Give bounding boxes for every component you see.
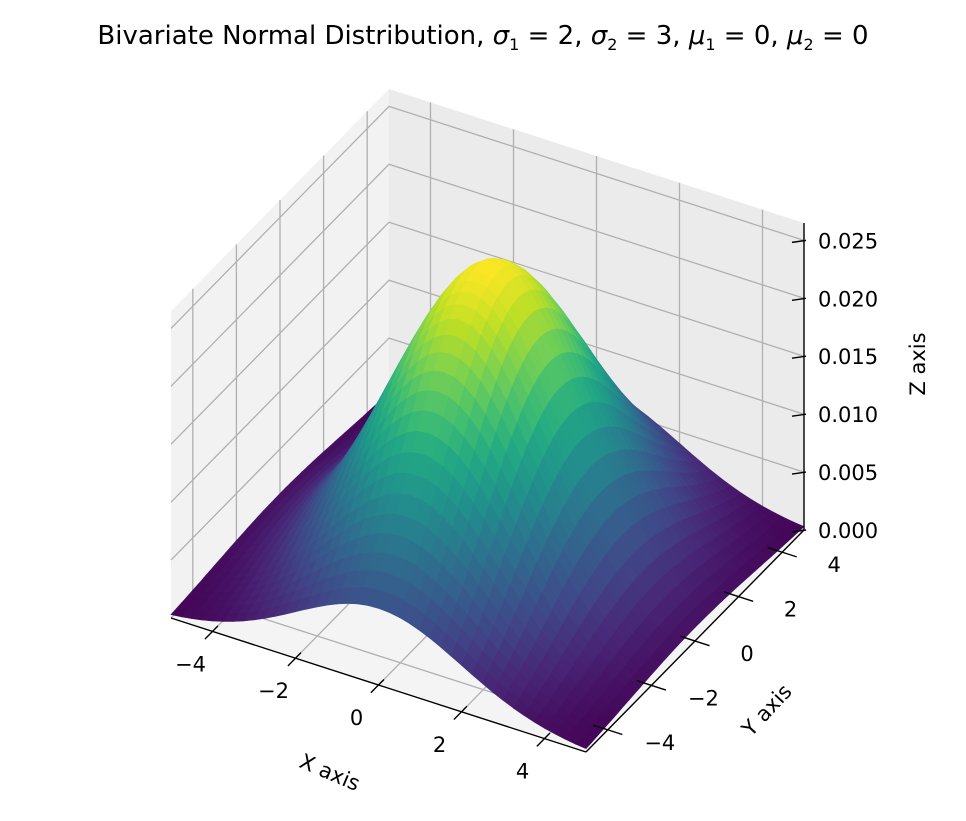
x-tick	[370, 678, 385, 694]
z-tick-label: 0.020	[818, 287, 878, 311]
surface-patch	[575, 737, 593, 749]
y-tick	[767, 546, 797, 558]
z-tick-label: 0.005	[818, 461, 878, 485]
chart-title: Bivariate Normal Distribution, σ1 = 2, σ…	[97, 21, 868, 54]
y-tick-label: −4	[644, 731, 675, 755]
z-tick-label: 0.000	[818, 519, 878, 543]
x-tick-label: 4	[516, 760, 529, 784]
z-axis-label: Z axis	[906, 332, 930, 395]
z-gridline	[170, 105, 805, 329]
axes	[170, 223, 807, 753]
y-tick	[723, 591, 754, 602]
y-axis-label: Y axis	[736, 680, 796, 742]
z-gridline	[170, 221, 805, 445]
y-tick-label: −2	[688, 686, 719, 710]
title-sigma2-value: 3	[656, 21, 673, 51]
x-axis-label: X axis	[296, 749, 363, 796]
x-tick	[453, 705, 468, 721]
x-tick-label: 0	[350, 706, 363, 730]
x-tick-label: −4	[175, 652, 206, 676]
z-tick	[791, 471, 807, 475]
z-gridline	[170, 279, 805, 503]
z-tick	[791, 239, 807, 244]
z-tick	[791, 529, 807, 533]
z-tick	[791, 355, 807, 359]
y-tick-label: 2	[784, 598, 797, 622]
y-tick-label: 4	[828, 553, 841, 577]
z-gridline	[170, 163, 805, 387]
x-tick-label: 2	[433, 733, 446, 757]
title-mu1-value: 0	[754, 21, 771, 51]
y-tick	[636, 680, 667, 691]
z-tick-label: 0.010	[818, 403, 878, 427]
title-sigma1-value: 2	[558, 21, 575, 51]
z-tick-label: 0.025	[818, 229, 878, 253]
x-tick	[204, 625, 219, 640]
title-prefix: Bivariate Normal Distribution,	[97, 21, 492, 51]
z-gridline	[170, 337, 805, 561]
x-tick-label: −2	[258, 679, 289, 703]
y-tick-label: 0	[740, 642, 753, 666]
title-mu2-value: 0	[852, 21, 869, 51]
x-tick	[287, 652, 302, 667]
z-tick	[791, 297, 807, 301]
tick-labels: −4 −2 0 2 4 −4 −2 0 2 4 0.000 0.005 0.010 0.015 0.020 0…	[175, 229, 878, 783]
z-tick-label: 0.015	[818, 345, 878, 369]
surface	[170, 258, 805, 749]
y-tick	[680, 635, 710, 647]
z-tick	[791, 413, 807, 417]
y-tick	[593, 724, 623, 736]
x-tick	[536, 732, 551, 747]
